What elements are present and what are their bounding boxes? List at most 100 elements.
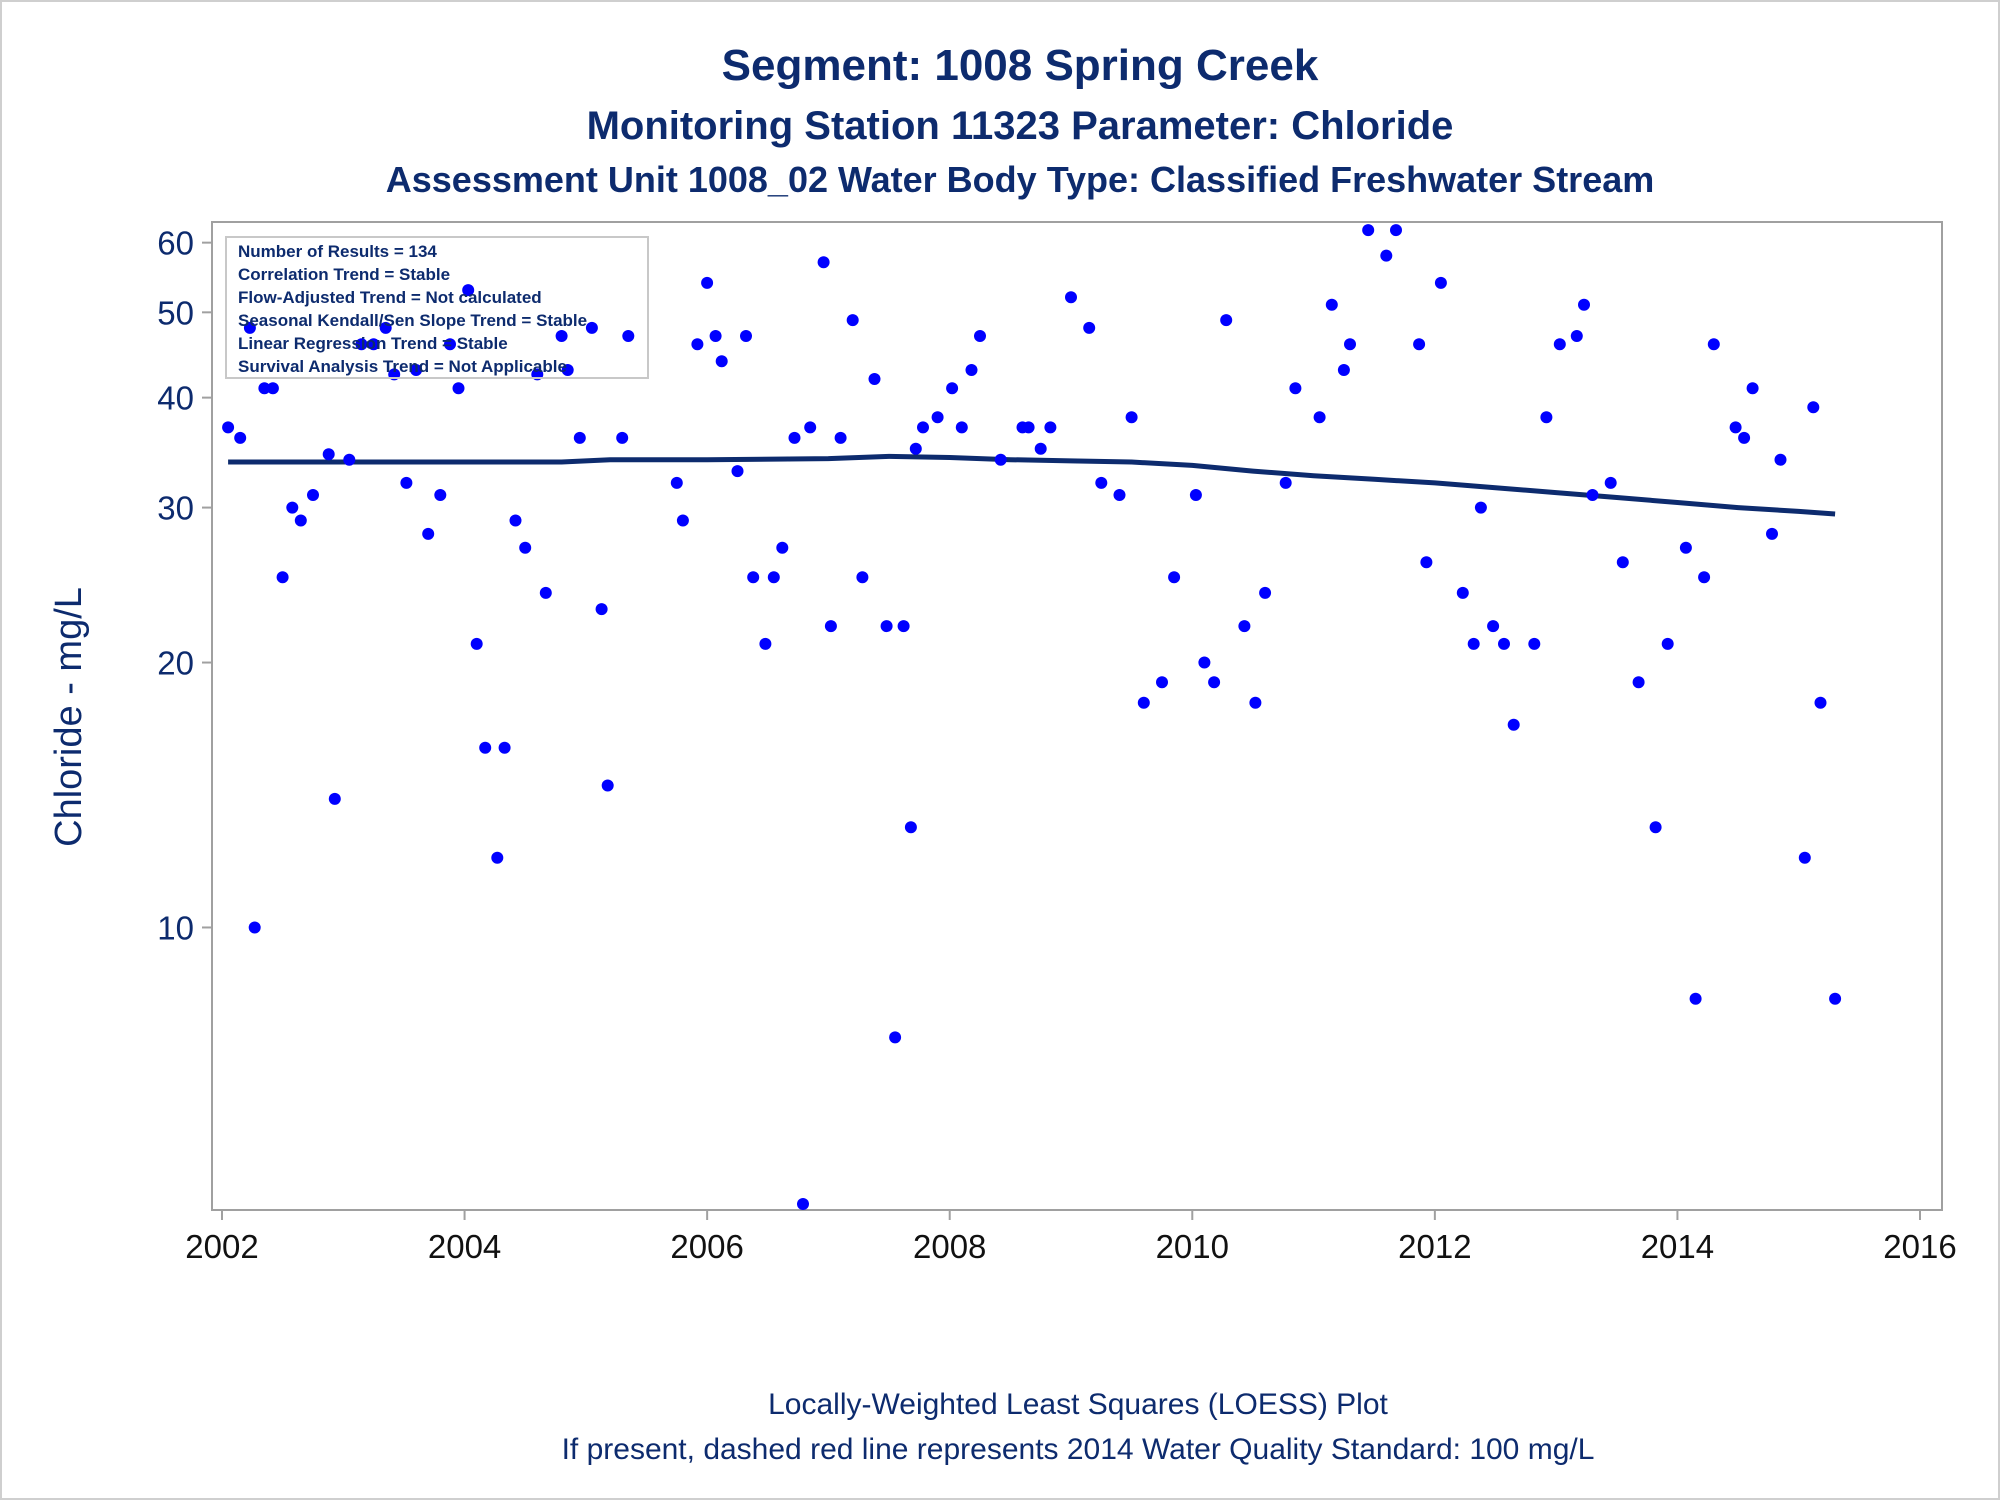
info-line-linear-regression: Linear Regression Trend = Stable <box>238 334 508 353</box>
data-point <box>1344 338 1356 351</box>
data-point <box>1022 421 1035 434</box>
data-point <box>897 620 910 633</box>
y-tick-label: 40 <box>157 380 194 417</box>
data-point <box>1707 338 1720 351</box>
data-point <box>1137 696 1150 709</box>
data-point <box>974 330 986 342</box>
data-point <box>1380 249 1393 262</box>
data-point <box>1362 224 1375 237</box>
data-point <box>266 382 279 395</box>
y-axis: 10 20 30 40 50 60 <box>157 222 213 1210</box>
x-tick-label: 2010 <box>1156 1228 1229 1265</box>
data-point <box>1279 476 1292 489</box>
data-point <box>1189 489 1202 501</box>
data-point <box>355 338 368 351</box>
data-point <box>1208 676 1221 689</box>
data-point <box>1065 291 1077 304</box>
y-tick-label: 30 <box>157 490 194 527</box>
data-point <box>343 453 356 466</box>
data-point <box>804 421 817 434</box>
data-point <box>1420 556 1433 569</box>
chart-title: Segment: 1008 Spring Creek <box>722 41 1319 90</box>
data-point <box>294 514 307 527</box>
data-point <box>670 476 683 489</box>
x-tick-label: 2016 <box>1883 1228 1956 1265</box>
data-point <box>1829 992 1842 1005</box>
data-point <box>1413 338 1426 351</box>
data-point <box>1034 442 1047 455</box>
data-point <box>691 338 704 351</box>
data-point <box>400 476 413 489</box>
data-point <box>322 448 335 461</box>
x-tick-label: 2002 <box>185 1228 258 1265</box>
data-point <box>1113 489 1126 501</box>
data-point <box>701 276 714 289</box>
data-point <box>367 338 380 351</box>
data-point <box>1649 821 1662 834</box>
data-point <box>470 637 483 650</box>
data-point <box>1220 314 1233 327</box>
data-point <box>1616 556 1629 569</box>
data-point <box>509 514 522 527</box>
data-point <box>222 421 235 434</box>
info-line-correlation: Correlation Trend = Stable <box>238 265 450 284</box>
x-tick-label: 2008 <box>913 1228 986 1265</box>
data-point <box>1249 696 1262 709</box>
data-point <box>462 284 475 297</box>
data-point <box>709 330 722 342</box>
data-point <box>955 421 968 434</box>
data-point <box>248 921 261 934</box>
data-point <box>243 321 256 334</box>
data-point <box>1456 586 1469 599</box>
info-line-seasonal-kendall: Seasonal Kendall/Sen Slope Trend = Stabl… <box>238 311 587 330</box>
data-point <box>1507 718 1520 731</box>
data-point <box>379 321 392 334</box>
data-point <box>1774 453 1787 466</box>
data-point <box>1738 431 1751 444</box>
data-point <box>1313 411 1326 424</box>
data-point <box>1578 298 1590 311</box>
data-point <box>1698 571 1711 584</box>
data-point <box>1390 224 1402 237</box>
chart-subtitle: Monitoring Station 11323 Parameter: Chlo… <box>587 104 1454 148</box>
data-point <box>573 431 586 444</box>
data-point <box>715 355 728 368</box>
data-point <box>1325 298 1338 311</box>
data-point <box>917 421 929 434</box>
y-tick-label: 20 <box>157 645 194 682</box>
data-point <box>740 330 752 342</box>
data-point <box>1729 421 1742 434</box>
data-point <box>1095 476 1108 489</box>
data-point <box>539 586 552 599</box>
info-box-border <box>225 236 649 379</box>
y-tick-label: 50 <box>157 294 194 331</box>
data-point <box>434 489 447 501</box>
data-point <box>817 256 830 269</box>
footnote-loess: Locally-Weighted Least Squares (LOESS) P… <box>768 1388 1388 1421</box>
chart-subtitle-2: Assessment Unit 1008_02 Water Body Type:… <box>386 159 1655 200</box>
data-point <box>788 431 801 444</box>
data-point <box>1474 501 1487 514</box>
data-point <box>946 382 959 395</box>
data-point <box>328 792 341 805</box>
scatter-series <box>222 224 1842 1210</box>
data-point <box>555 330 568 342</box>
data-point <box>759 637 772 650</box>
data-point <box>797 1198 809 1210</box>
data-point <box>1434 276 1447 289</box>
data-point <box>931 411 944 424</box>
data-point <box>1467 637 1480 650</box>
data-point <box>1586 489 1599 501</box>
data-point <box>1168 571 1181 584</box>
data-point <box>824 620 837 633</box>
data-point <box>1798 851 1811 864</box>
data-point <box>1337 364 1350 376</box>
data-point <box>1198 656 1211 669</box>
data-point <box>258 382 271 395</box>
data-point <box>767 571 780 584</box>
data-point <box>880 620 893 633</box>
info-line-survival: Survival Analysis Trend = Not Applicable <box>238 357 567 376</box>
data-point <box>519 541 532 554</box>
footnote-standard: If present, dashed red line represents 2… <box>562 1433 1595 1466</box>
